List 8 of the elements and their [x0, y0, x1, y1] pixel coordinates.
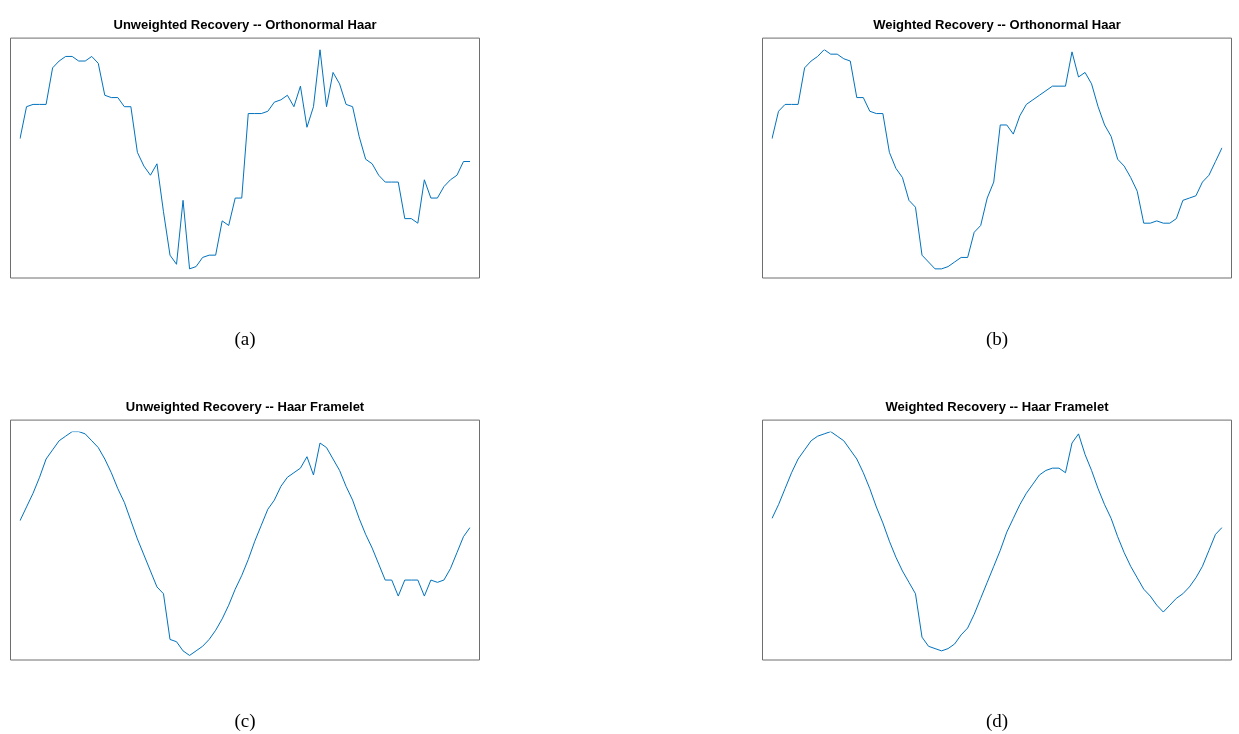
chart-title: Weighted Recovery -- Haar Framelet — [885, 399, 1110, 415]
text: (c) — [233, 710, 257, 732]
chart-title: Weighted Recovery -- Orthonormal Haar — [873, 17, 1121, 33]
text: (d) — [984, 710, 1010, 732]
text: (b) — [984, 328, 1010, 350]
text: (a) — [233, 328, 257, 350]
chart-title: Unweighted Recovery -- Haar Framelet — [125, 399, 365, 415]
chart-title: Unweighted Recovery -- Orthonormal Haar — [113, 17, 377, 33]
